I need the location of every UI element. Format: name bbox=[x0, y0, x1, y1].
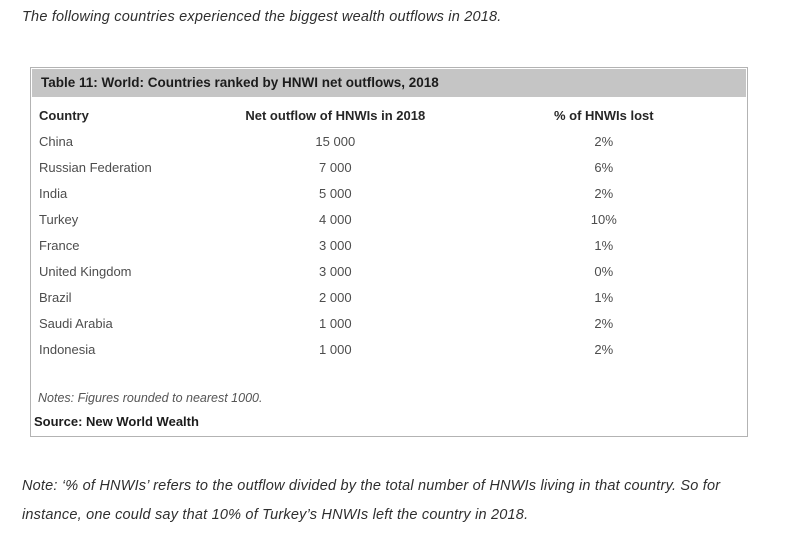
pct-cell: 10% bbox=[590, 212, 617, 227]
table-source: Source: New World Wealth bbox=[34, 414, 199, 429]
pct-cell: 2% bbox=[594, 316, 614, 331]
country-cell: Brazil bbox=[39, 290, 72, 305]
table-notes: Notes: Figures rounded to nearest 1000. bbox=[38, 391, 263, 405]
column-header-country: Country bbox=[39, 108, 89, 123]
table-row: Russian Federation 7 000 6% bbox=[31, 155, 747, 181]
outflow-cell: 1 000 bbox=[319, 316, 352, 331]
table-row: United Kingdom 3 000 0% bbox=[31, 259, 747, 285]
table-row: India 5 000 2% bbox=[31, 181, 747, 207]
table-row: Indonesia 1 000 2% bbox=[31, 337, 747, 363]
table-row: Turkey 4 000 10% bbox=[31, 207, 747, 233]
table-header-row: Country Net outflow of HNWIs in 2018 % o… bbox=[31, 102, 747, 129]
table-title: Table 11: World: Countries ranked by HNW… bbox=[32, 69, 746, 97]
country-cell: China bbox=[39, 134, 73, 149]
outflow-cell: 3 000 bbox=[319, 264, 352, 279]
pct-cell: 1% bbox=[594, 290, 614, 305]
country-cell: Russian Federation bbox=[39, 160, 152, 175]
pct-cell: 2% bbox=[594, 134, 614, 149]
outflow-cell: 1 000 bbox=[319, 342, 352, 357]
footer-note-line2: instance, one could say that 10% of Turk… bbox=[22, 507, 529, 523]
data-table: Table 11: World: Countries ranked by HNW… bbox=[30, 67, 748, 437]
country-cell: France bbox=[39, 238, 80, 253]
table-row: Saudi Arabia 1 000 2% bbox=[31, 311, 747, 337]
outflow-cell: 3 000 bbox=[319, 238, 352, 253]
table-row: France 3 000 1% bbox=[31, 233, 747, 259]
outflow-cell: 5 000 bbox=[319, 186, 352, 201]
column-header-outflow: Net outflow of HNWIs in 2018 bbox=[245, 108, 426, 123]
footer-note-line1: Note: ‘% of HNWIs’ refers to the outflow… bbox=[22, 478, 721, 494]
table-row: Brazil 2 000 1% bbox=[31, 285, 747, 311]
pct-cell: 6% bbox=[594, 160, 614, 175]
country-cell: Turkey bbox=[39, 212, 79, 227]
pct-cell: 2% bbox=[594, 342, 614, 357]
pct-cell: 1% bbox=[594, 238, 614, 253]
footer-note: Note: ‘% of HNWIs’ refers to the outflow… bbox=[22, 472, 784, 530]
country-cell: Indonesia bbox=[39, 342, 96, 357]
table-grid: Country Net outflow of HNWIs in 2018 % o… bbox=[31, 102, 747, 363]
outflow-cell: 15 000 bbox=[315, 134, 356, 149]
column-header-pct-lost: % of HNWIs lost bbox=[553, 108, 654, 123]
intro-text: The following countries experienced the … bbox=[22, 9, 502, 25]
outflow-cell: 4 000 bbox=[319, 212, 352, 227]
table-row: China 15 000 2% bbox=[31, 129, 747, 155]
outflow-cell: 2 000 bbox=[319, 290, 352, 305]
country-cell: India bbox=[39, 186, 68, 201]
country-cell: Saudi Arabia bbox=[39, 316, 113, 331]
pct-cell: 2% bbox=[594, 186, 614, 201]
country-cell: United Kingdom bbox=[39, 264, 132, 279]
pct-cell: 0% bbox=[594, 264, 614, 279]
outflow-cell: 7 000 bbox=[319, 160, 352, 175]
